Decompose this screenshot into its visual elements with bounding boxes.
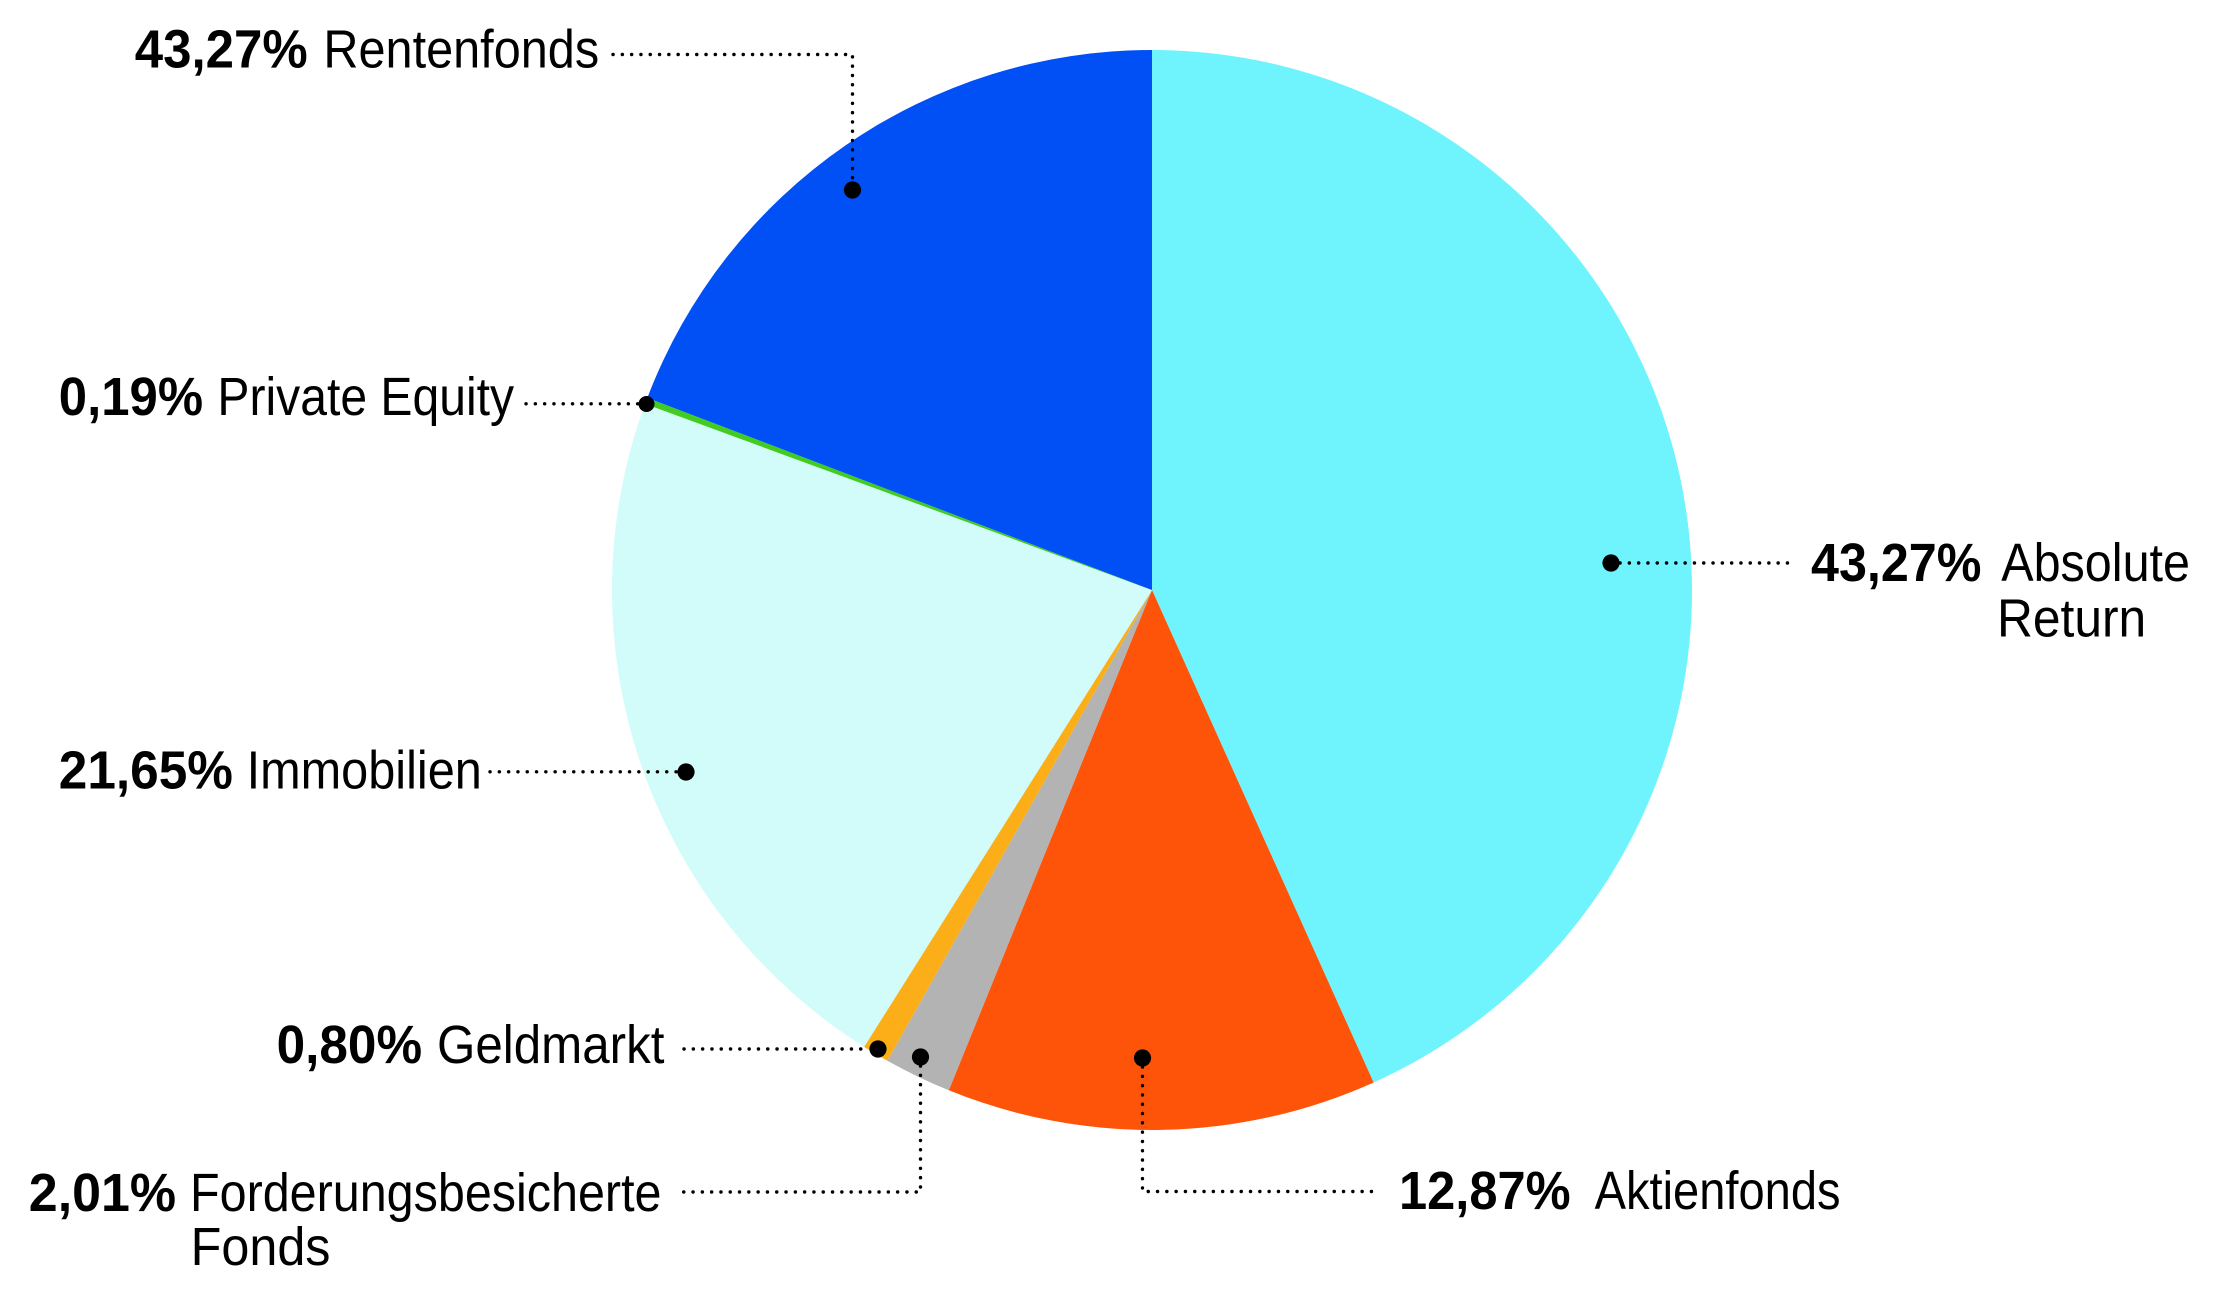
svg-text:Forderungsbesicherte: Forderungsbesicherte	[190, 1163, 662, 1223]
svg-text:Fonds: Fonds	[191, 1218, 331, 1278]
svg-text:43,27%: 43,27%	[1811, 533, 1981, 593]
svg-text:Private Equity: Private Equity	[217, 366, 514, 426]
svg-text:21,65%: 21,65%	[59, 740, 233, 800]
svg-text:Immobilien: Immobilien	[247, 739, 482, 800]
svg-text:2,01%: 2,01%	[29, 1163, 176, 1223]
svg-text:Geldmarkt: Geldmarkt	[437, 1014, 664, 1075]
svg-text:Rentenfonds: Rentenfonds	[323, 18, 599, 79]
svg-text:Aktienfonds: Aktienfonds	[1595, 1160, 1841, 1221]
svg-text:Absolute: Absolute	[2001, 533, 2190, 593]
svg-text:Return: Return	[1997, 588, 2146, 648]
svg-text:0,80%: 0,80%	[277, 1015, 422, 1075]
svg-text:0,19%: 0,19%	[59, 368, 203, 428]
svg-text:12,87%: 12,87%	[1399, 1162, 1571, 1222]
svg-text:43,27%: 43,27%	[135, 19, 308, 80]
